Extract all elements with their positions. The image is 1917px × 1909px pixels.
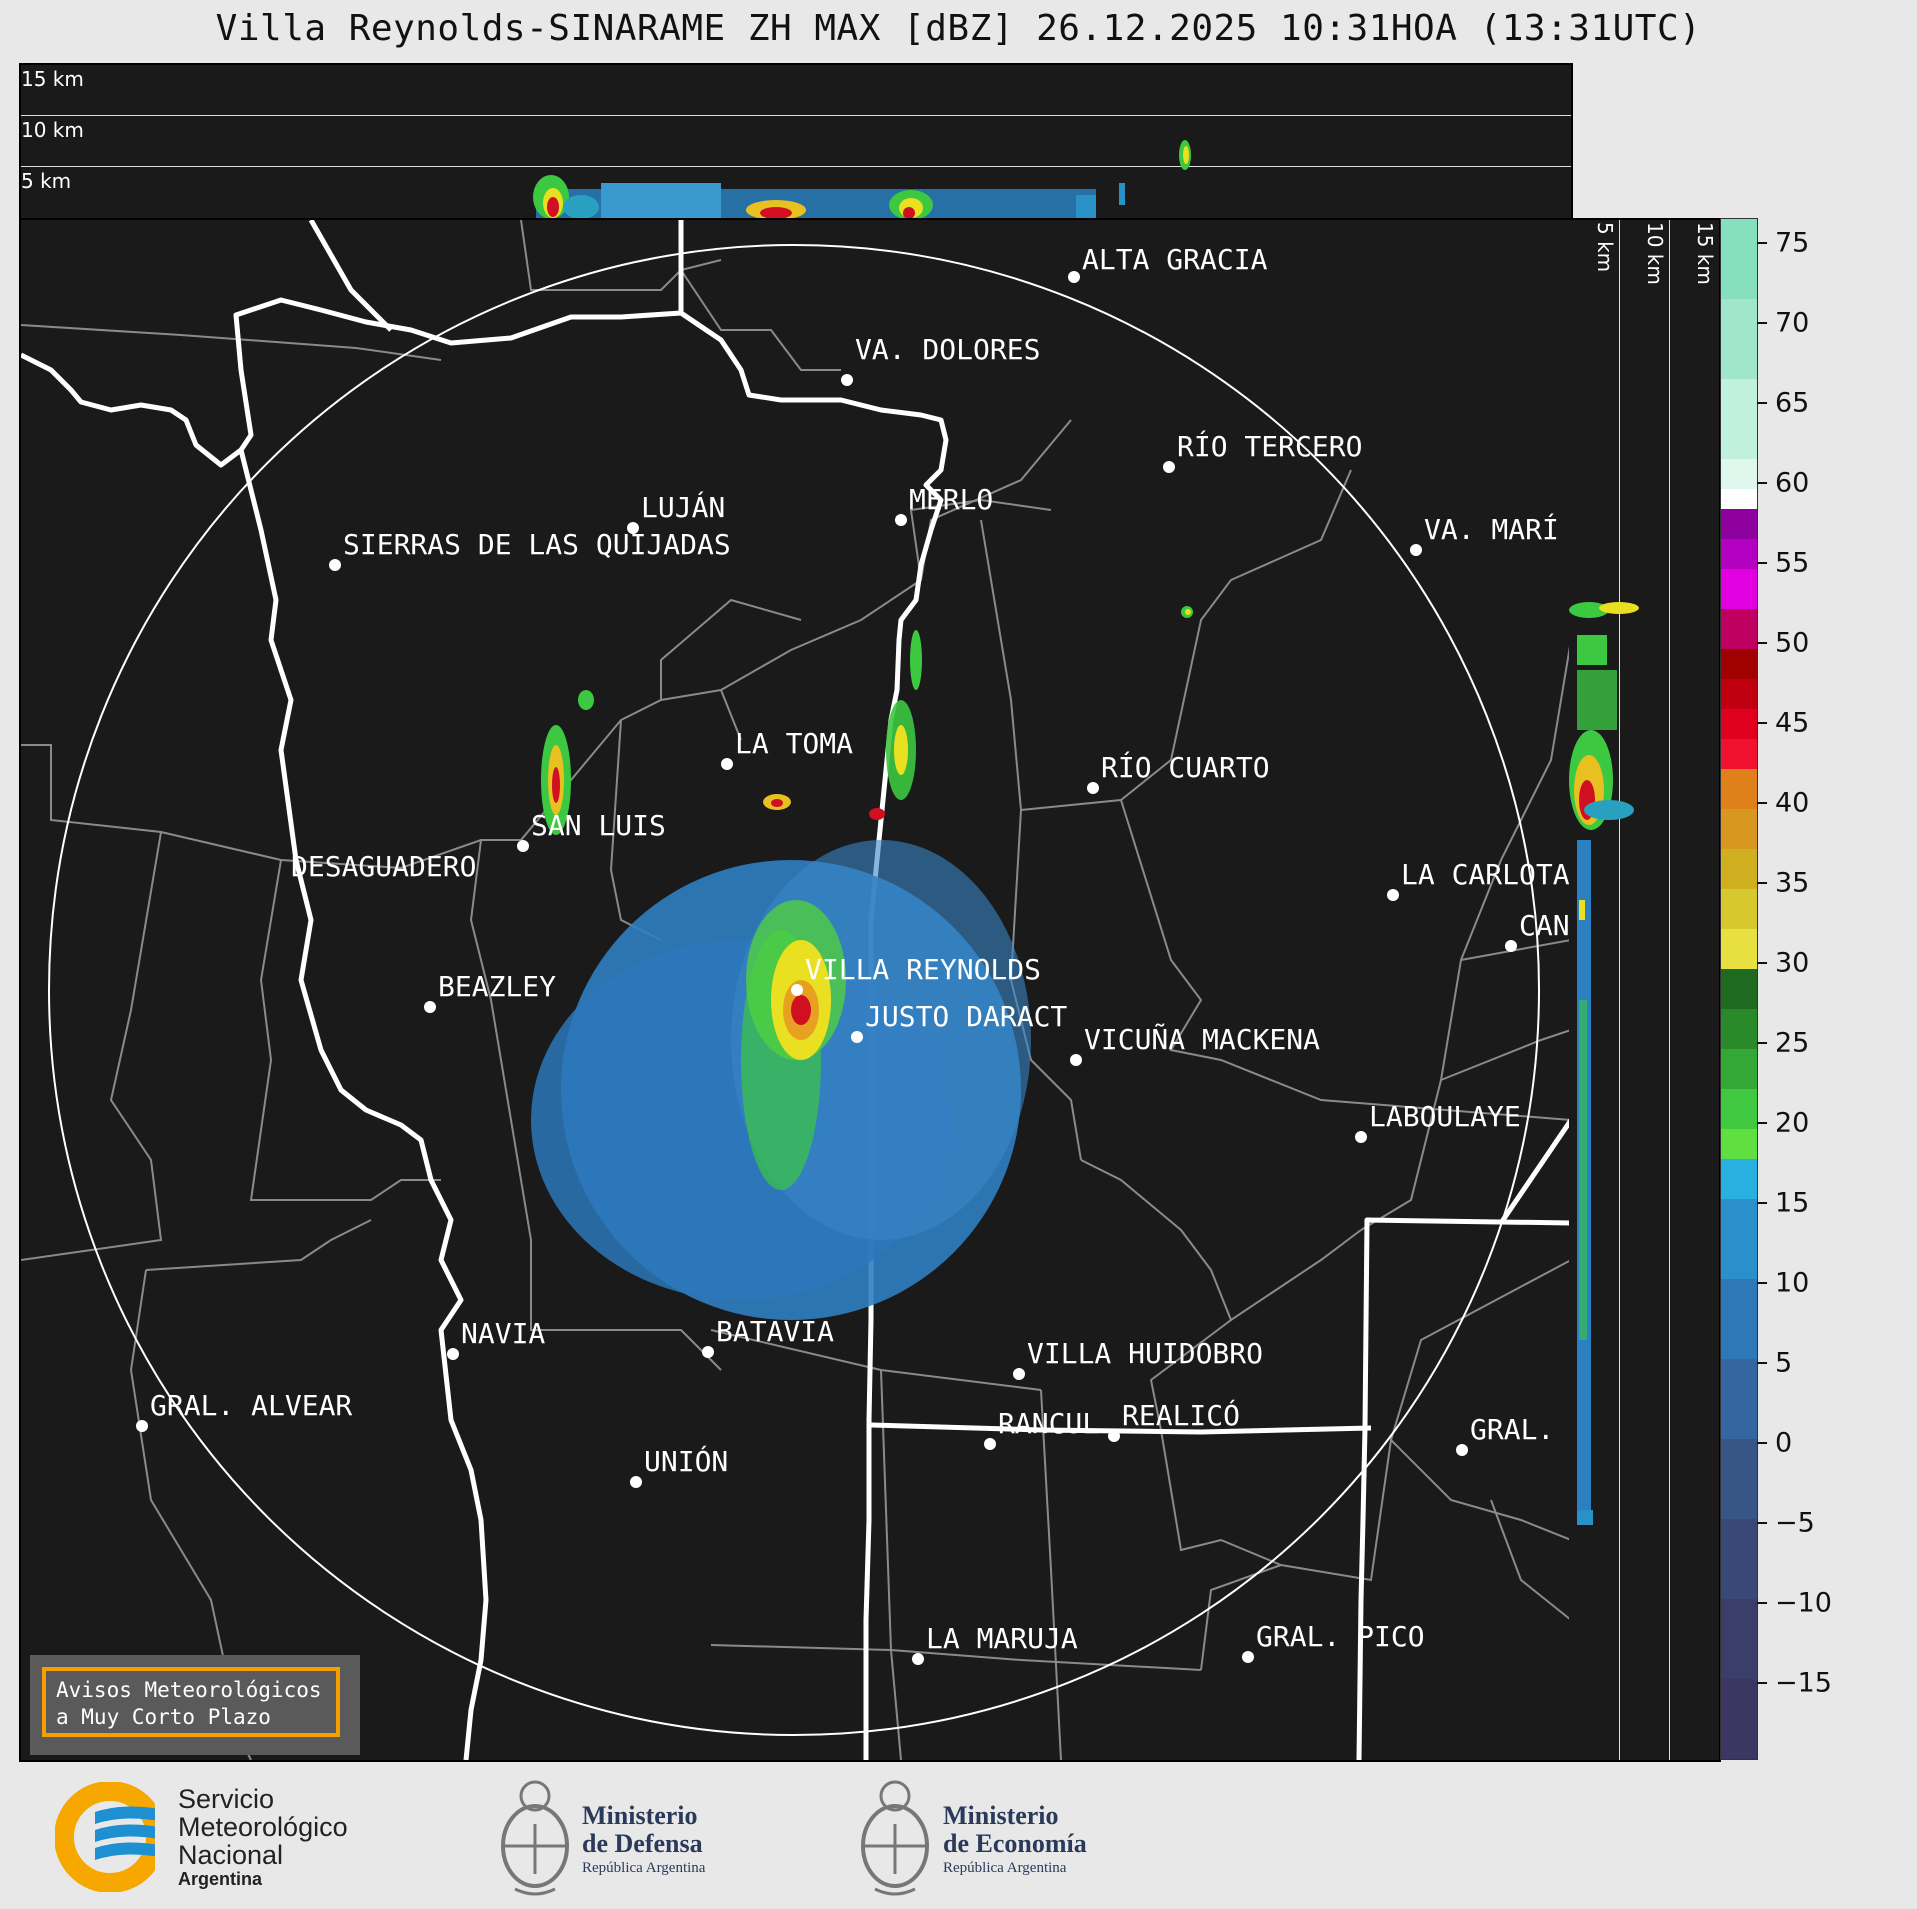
escudo-economia-icon: [861, 1780, 929, 1896]
smn-logo-text: Servicio Meteorológico Nacional Argentin…: [178, 1785, 348, 1889]
city-label-san-luis: SAN LUIS: [531, 809, 666, 842]
city-label-gral-pico: GRAL. PICO: [1256, 1620, 1425, 1653]
economia-line-1: Ministerio: [943, 1801, 1059, 1830]
province-boundaries: [21, 220, 1571, 1760]
colorbar-tick-20: 20: [1775, 1107, 1810, 1139]
top-cross-section-echoes: [533, 140, 1191, 220]
economia-logo-text: Ministerio de Economía República Argenti…: [943, 1802, 1087, 1878]
city-label-lujan: LUJÁN: [641, 490, 725, 524]
smn-line-3: Nacional: [178, 1840, 284, 1870]
city-label-sierras-de-las-quijadas: SIERRAS DE LAS QUIJADAS: [343, 528, 731, 561]
colorbar-tick-45: 45: [1775, 707, 1810, 739]
city-label-va-mari: VA. MARÍ: [1424, 512, 1559, 546]
colorbar-tick-minus-5: −5: [1775, 1507, 1815, 1539]
side-altitude-label-15km: 15 km: [1693, 222, 1717, 285]
city-label-navia: NAVIA: [461, 1317, 545, 1350]
warning-box[interactable]: Avisos Meteorológicos a Muy Corto Plazo: [30, 1655, 360, 1755]
warning-line-1: Avisos Meteorológicos: [56, 1678, 322, 1702]
altitude-label-15km: 15 km: [21, 67, 84, 91]
colorbar-tick-15: 15: [1775, 1187, 1810, 1219]
footer-logos: Servicio Meteorológico Nacional Argentin…: [0, 1760, 1917, 1909]
city-label-rio-tercero: RÍO TERCERO: [1177, 429, 1362, 463]
city-labels: ALTA GRACIA VA. DOLORES RÍO TERCERO LUJÁ…: [150, 243, 1570, 1655]
city-label-realico: REALICÓ: [1122, 1398, 1240, 1432]
city-label-merlo: MERLO: [909, 483, 993, 516]
colorbar-tick-10: 10: [1775, 1267, 1810, 1299]
city-label-la-carlota: LA CARLOTA: [1401, 858, 1570, 891]
colorbar-tick-25: 25: [1775, 1027, 1810, 1059]
radar-map-svg: ALTA GRACIA VA. DOLORES RÍO TERCERO LUJÁ…: [21, 220, 1571, 1760]
economia-line-2: de Economía: [943, 1829, 1087, 1858]
colorbar-tick-40: 40: [1775, 787, 1810, 819]
side-altitude-label-10km: 10 km: [1643, 222, 1667, 285]
department-boundaries: [21, 220, 1571, 1760]
colorbar-tick-labels: 75 70 65 60 55 50 45 40 35 30 25 20 15 1…: [1757, 218, 1877, 1758]
colorbar-tick-0: 0: [1775, 1427, 1793, 1459]
colorbar-tick-35: 35: [1775, 867, 1810, 899]
colorbar-tick-minus-15: −15: [1775, 1667, 1832, 1699]
top-cross-section-panel: 15 km 10 km 5 km: [19, 63, 1573, 222]
escudo-defensa-icon: [501, 1780, 569, 1896]
city-label-villa-reynolds: VILLA REYNOLDS: [805, 953, 1041, 986]
radar-range-circle: [48, 244, 1540, 1736]
defensa-line-1: Ministerio: [582, 1801, 698, 1830]
map-title: Villa Reynolds-SINARAME ZH MAX [dBZ] 26.…: [215, 8, 1702, 49]
colorbar-tick-70: 70: [1775, 307, 1810, 339]
city-label-beazley: BEAZLEY: [438, 970, 556, 1003]
economia-line-3: República Argentina: [943, 1860, 1067, 1876]
warning-link[interactable]: Avisos Meteorológicos a Muy Corto Plazo: [42, 1667, 340, 1737]
colorbar-tick-30: 30: [1775, 947, 1810, 979]
colorbar-tick-65: 65: [1775, 387, 1810, 419]
smn-line-1: Servicio: [178, 1784, 275, 1814]
warning-line-2: a Muy Corto Plazo: [56, 1705, 271, 1729]
city-label-laboulaye: LABOULAYE: [1369, 1100, 1521, 1133]
city-label-gral-alvear: GRAL. ALVEAR: [150, 1389, 352, 1422]
colorbar-tick-60: 60: [1775, 467, 1810, 499]
colorbar-tick-5: 5: [1775, 1347, 1793, 1379]
defensa-line-3: República Argentina: [582, 1860, 706, 1876]
city-label-rio-cuarto: RÍO CUARTO: [1101, 750, 1270, 784]
defensa-logo-text: Ministerio de Defensa República Argentin…: [582, 1802, 705, 1878]
city-label-rancul: RANCUL: [998, 1407, 1099, 1440]
city-label-union: UNIÓN: [644, 1444, 728, 1478]
smn-line-2: Meteorológico: [178, 1812, 348, 1842]
altitude-label-5km: 5 km: [21, 169, 72, 193]
smn-line-4: Argentina: [178, 1869, 263, 1889]
city-label-alta-gracia: ALTA GRACIA: [1082, 243, 1268, 276]
colorbar-tick-minus-10: −10: [1775, 1587, 1832, 1619]
side-cross-section-panel: 5 km 10 km 15 km: [1569, 218, 1721, 1762]
city-label-la-toma: LA TOMA: [735, 727, 853, 760]
city-dots: [136, 271, 1517, 1665]
colorbar-tick-75: 75: [1775, 227, 1810, 259]
city-label-gral: GRAL.: [1470, 1413, 1554, 1446]
radar-echoes: [531, 606, 1193, 1320]
city-label-batavia: BATAVIA: [716, 1315, 834, 1348]
city-label-la-maruja: LA MARUJA: [926, 1622, 1078, 1655]
colorbar-gradient: [1721, 219, 1757, 1759]
city-label-villa-huidobro: VILLA HUIDOBRO: [1027, 1337, 1263, 1370]
smn-logo-icon: [55, 1782, 175, 1892]
city-label-can: CAN: [1519, 909, 1570, 942]
city-label-va-dolores: VA. DOLORES: [855, 333, 1040, 366]
colorbar-tick-50: 50: [1775, 627, 1810, 659]
defensa-line-2: de Defensa: [582, 1829, 703, 1858]
city-label-vicuna-mackena: VICUÑA MACKENA: [1084, 1022, 1320, 1056]
altitude-label-10km: 10 km: [21, 118, 84, 142]
city-label-justo-daract: JUSTO DARACT: [865, 1000, 1067, 1033]
radar-map-panel[interactable]: ALTA GRACIA VA. DOLORES RÍO TERCERO LUJÁ…: [19, 218, 1573, 1762]
city-label-desaguadero: DESAGUADERO: [291, 850, 476, 883]
side-cross-section-echoes: [1569, 602, 1639, 1525]
side-altitude-label-5km: 5 km: [1593, 222, 1617, 273]
dbz-colorbar: [1720, 218, 1758, 1760]
colorbar-tick-55: 55: [1775, 547, 1810, 579]
